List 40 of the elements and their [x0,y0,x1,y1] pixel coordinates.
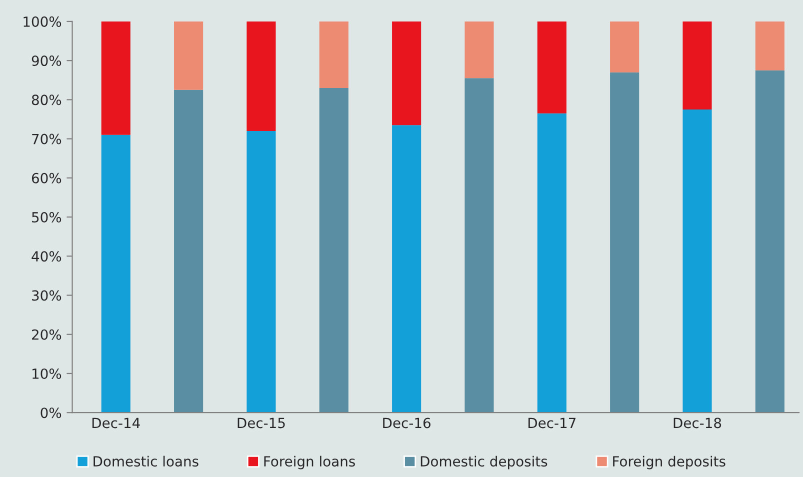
legend-label: Foreign deposits [613,456,726,470]
y-tick-label: 80% [32,94,62,106]
bar [610,21,640,72]
bar [464,21,494,78]
bar [392,125,422,413]
bar [682,109,712,413]
legend-label: Domestic deposits [420,456,548,470]
bar [464,78,494,413]
y-tick-label: 10% [32,368,62,379]
legend-label: Domestic loans [94,456,198,467]
bar [101,21,130,135]
bar [610,72,640,413]
bar [537,113,566,413]
bar [682,21,712,110]
y-tick-label: 100% [24,16,62,27]
x-tick-label: Dec-14 [92,418,140,428]
bar [755,70,784,413]
bar [319,88,348,413]
x-tick-label: Dec-15 [238,418,285,428]
y-tick-label: 60% [32,172,62,184]
bar [755,21,784,70]
bar [537,21,566,114]
bar [392,21,422,126]
legend-label: Foreign loans [264,456,355,470]
x-tick-label: Dec-17 [528,418,576,428]
bar [319,21,348,88]
y-tick-label: 90% [32,56,62,66]
bar [246,21,276,131]
y-tick-label: 70% [32,134,62,144]
y-tick-label: 50% [32,212,62,223]
y-tick-label: 0% [40,408,62,418]
y-tick-label: 20% [32,329,62,340]
bar [174,90,204,413]
bar [246,130,276,413]
bar [101,134,130,413]
x-tick-label: Dec-18 [674,418,722,428]
x-tick-label: Dec-16 [383,418,430,428]
y-tick-label: 30% [32,290,62,301]
y-tick-label: 40% [32,251,62,262]
bar [174,21,204,90]
